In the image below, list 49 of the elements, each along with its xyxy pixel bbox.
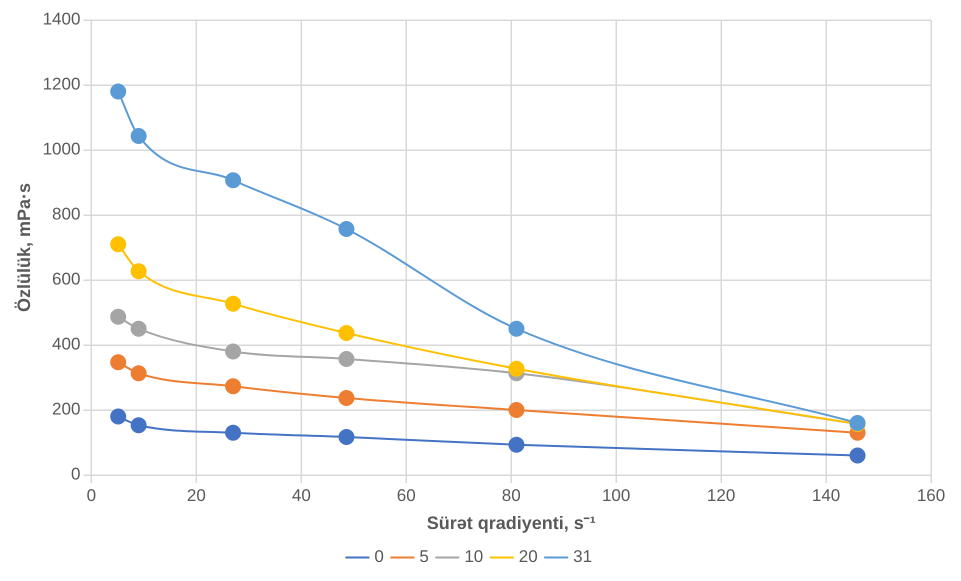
point — [110, 84, 126, 100]
point — [338, 428, 354, 445]
point — [338, 350, 354, 367]
x-tick-label: 100 — [602, 486, 630, 505]
x-tick-label: 140 — [812, 486, 840, 505]
y-tick-label: 1200 — [42, 74, 80, 94]
legend-label: 20 — [518, 547, 538, 566]
point — [225, 424, 242, 441]
y-tick-label: 1400 — [42, 10, 80, 29]
point — [130, 263, 147, 280]
point — [508, 320, 524, 337]
point — [850, 448, 866, 464]
legend-label: 5 — [419, 547, 429, 566]
legend-label: 31 — [573, 547, 592, 566]
point — [225, 296, 242, 312]
x-tick-label: 40 — [292, 486, 311, 505]
legend-label: 10 — [464, 547, 484, 566]
x-tick-label: 20 — [186, 486, 206, 505]
point — [338, 220, 354, 237]
point — [110, 354, 126, 370]
point — [225, 172, 242, 188]
x-tick-label: 0 — [86, 486, 96, 505]
x-tick-label: 80 — [502, 486, 521, 505]
x-tick-label: 160 — [916, 486, 946, 505]
point — [110, 408, 126, 424]
y-axis-title: Özlülük, mPa·s — [14, 182, 34, 312]
y-tick-label: 600 — [52, 270, 80, 289]
point — [508, 436, 524, 453]
y-tick-label: 1000 — [42, 140, 80, 159]
point — [338, 390, 354, 406]
point — [130, 417, 147, 434]
point — [338, 324, 354, 341]
x-tick-label: 60 — [396, 486, 416, 505]
point — [130, 128, 147, 144]
point — [225, 378, 242, 394]
x-axis-title: Sürət qradiyenti, s⁻¹ — [426, 513, 596, 534]
y-tick-label: 200 — [52, 400, 80, 419]
legend-label: 0 — [374, 547, 384, 566]
point — [130, 365, 147, 382]
x-tick-label: 120 — [706, 486, 736, 505]
y-tick-label: 800 — [52, 204, 80, 224]
y-tick-label: 400 — [52, 334, 80, 354]
point — [508, 360, 524, 377]
point — [130, 320, 147, 337]
point — [110, 308, 126, 325]
y-tick-label: 0 — [70, 464, 80, 484]
point — [225, 344, 242, 360]
point — [508, 402, 524, 418]
point — [110, 236, 126, 252]
